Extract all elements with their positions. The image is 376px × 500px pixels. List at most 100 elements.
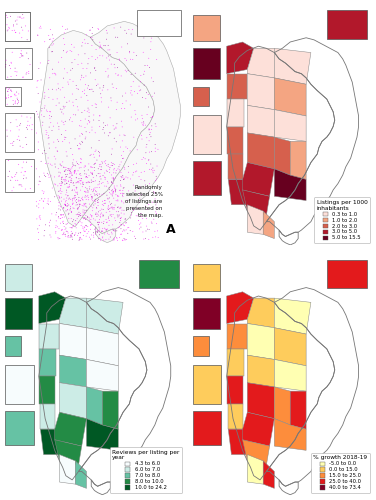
Point <box>121 222 127 230</box>
Polygon shape <box>274 78 306 116</box>
Point <box>56 122 62 130</box>
Point <box>67 204 73 212</box>
Point <box>91 160 97 168</box>
Point <box>108 200 114 208</box>
Point <box>112 216 118 224</box>
Point <box>120 227 126 235</box>
Point <box>86 172 92 179</box>
Point <box>92 177 99 185</box>
Point <box>139 112 145 120</box>
Point <box>90 196 96 204</box>
Point <box>85 174 91 182</box>
Point <box>111 205 117 213</box>
Point <box>41 104 47 112</box>
Point <box>153 177 159 185</box>
Point <box>118 220 124 228</box>
Point <box>75 167 81 175</box>
Point <box>79 60 85 68</box>
Point <box>149 219 155 227</box>
Point <box>154 56 160 64</box>
Point <box>5 86 11 94</box>
Point <box>111 169 117 177</box>
Point <box>138 176 144 184</box>
Point <box>98 94 104 102</box>
Polygon shape <box>247 454 263 484</box>
Point <box>82 206 88 214</box>
Point <box>64 202 70 209</box>
Point <box>75 232 81 239</box>
Point <box>8 72 14 80</box>
Point <box>97 148 103 156</box>
Point <box>88 222 94 230</box>
Point <box>146 226 152 234</box>
Point <box>126 224 132 232</box>
Point <box>79 235 85 243</box>
Point <box>66 165 72 173</box>
Point <box>25 54 31 62</box>
Point <box>38 158 44 166</box>
Point <box>98 166 104 173</box>
Point <box>71 182 77 190</box>
Polygon shape <box>247 324 274 360</box>
Point <box>48 233 54 241</box>
Point <box>74 214 80 222</box>
Point <box>79 130 85 138</box>
Point <box>49 48 55 56</box>
Point <box>150 164 156 172</box>
Point <box>56 172 62 180</box>
Point <box>63 176 69 184</box>
Point <box>77 210 83 218</box>
Point <box>141 119 147 127</box>
Point <box>132 234 138 242</box>
Point <box>117 186 123 194</box>
Point <box>120 184 126 192</box>
Point <box>42 194 48 202</box>
Point <box>23 174 29 182</box>
Point <box>118 182 124 190</box>
Point <box>89 192 96 200</box>
Point <box>143 227 149 235</box>
Point <box>65 178 71 186</box>
Point <box>144 206 150 214</box>
Point <box>5 91 11 99</box>
Point <box>109 186 115 194</box>
Point <box>66 139 72 147</box>
Point <box>144 222 150 230</box>
Point <box>79 196 85 203</box>
Point <box>153 122 159 130</box>
Point <box>78 172 84 179</box>
Polygon shape <box>274 328 306 366</box>
Point <box>3 60 9 68</box>
Point <box>46 32 52 40</box>
Point <box>107 188 113 196</box>
Point <box>149 148 155 156</box>
Point <box>147 28 153 36</box>
Point <box>76 160 82 168</box>
Point <box>111 226 117 234</box>
Point <box>77 234 83 241</box>
Point <box>64 183 70 191</box>
Point <box>78 159 84 167</box>
Point <box>133 160 139 168</box>
Point <box>63 176 69 184</box>
Point <box>70 197 76 205</box>
Point <box>119 43 125 51</box>
Point <box>67 180 73 188</box>
Point <box>15 97 21 105</box>
Point <box>64 48 70 56</box>
Point <box>17 180 23 188</box>
Point <box>73 188 79 196</box>
Point <box>83 133 89 141</box>
Point <box>136 225 143 233</box>
Point <box>122 104 128 112</box>
Point <box>47 36 53 44</box>
Point <box>80 206 86 214</box>
Point <box>108 200 114 207</box>
Point <box>113 186 119 194</box>
Point <box>53 222 59 230</box>
Point <box>110 84 116 92</box>
Point <box>108 204 114 212</box>
Point <box>72 56 78 64</box>
Point <box>50 70 56 78</box>
Point <box>142 177 148 185</box>
